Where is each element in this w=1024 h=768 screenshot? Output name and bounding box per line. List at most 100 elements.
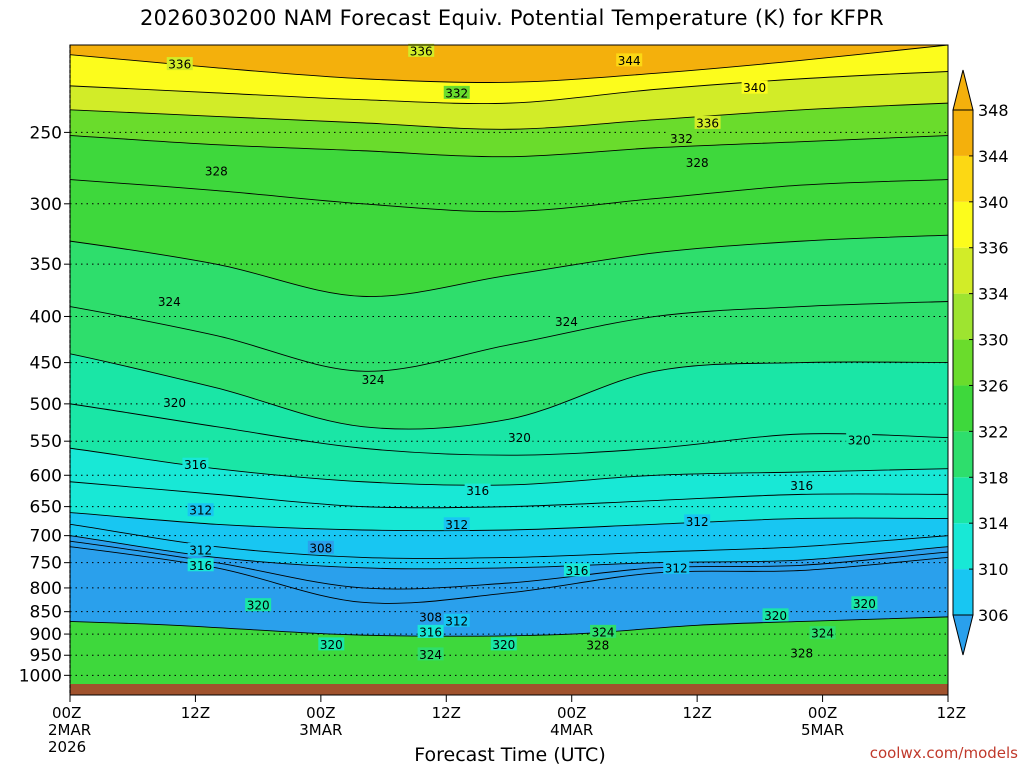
contour-label-bg bbox=[506, 430, 533, 444]
contour-340 bbox=[70, 71, 948, 105]
x-tick-date-6: 5MAR bbox=[801, 721, 844, 739]
colorbar-swatch-4 bbox=[953, 385, 973, 432]
contour-316 bbox=[70, 481, 948, 509]
contour-label-text: 332 bbox=[670, 132, 693, 146]
x-tick-label-0: 00Z bbox=[52, 704, 81, 722]
contour-label-text: 308 bbox=[309, 541, 332, 555]
contour-label-text: 320 bbox=[163, 396, 186, 410]
contour-label-text: 320 bbox=[492, 638, 515, 652]
y-tick-label-900: 900 bbox=[30, 625, 62, 645]
colorbar-label-318: 318 bbox=[978, 468, 1009, 487]
x-tick-label-6: 00Z bbox=[808, 704, 837, 722]
contour-label-16: 316 bbox=[464, 483, 491, 498]
y-tick-label-400: 400 bbox=[30, 307, 62, 327]
colorbar-swatch-9 bbox=[953, 155, 973, 202]
colorbar-label-322: 322 bbox=[978, 422, 1009, 441]
y-tick-label-450: 450 bbox=[30, 354, 62, 374]
contour-label-1: 336 bbox=[408, 43, 435, 58]
contour-label-bg bbox=[809, 626, 836, 640]
contour-label-bg bbox=[307, 540, 334, 554]
contour-label-33: 324 bbox=[590, 624, 617, 639]
colorbar-frame bbox=[952, 109, 974, 616]
colorbar-swatch-2 bbox=[953, 477, 973, 524]
contour-label-11: 324 bbox=[360, 372, 387, 387]
field-low-band bbox=[70, 616, 948, 685]
contour-label-15: 316 bbox=[182, 457, 209, 472]
contour-label-bg bbox=[187, 503, 214, 517]
colorbar: 306 310 314 318 322 326 330 334 336 340 344 348 bbox=[952, 69, 1009, 656]
contour-label-31: 320 bbox=[490, 637, 517, 652]
contour-label-bg bbox=[203, 164, 230, 178]
x-tick-label-4: 00Z bbox=[557, 704, 586, 722]
contour-label-text: 320 bbox=[508, 431, 531, 445]
colorbar-label-310: 310 bbox=[978, 560, 1009, 579]
contour-label-bg bbox=[694, 115, 721, 129]
contour-label-text: 316 bbox=[419, 625, 442, 639]
contour-306 bbox=[70, 546, 948, 604]
credit-link[interactable]: coolwx.com/models bbox=[869, 744, 1018, 762]
contour-label-text: 328 bbox=[790, 647, 813, 661]
contour-label-bg bbox=[417, 610, 444, 624]
contour-label-bg bbox=[161, 395, 188, 409]
x-tick-label-7: 12Z bbox=[937, 704, 966, 722]
ground-strip bbox=[70, 684, 948, 695]
contour-label-35: 320 bbox=[762, 608, 789, 623]
contour-label-12: 320 bbox=[161, 395, 188, 410]
contour-label-4: 340 bbox=[741, 80, 768, 95]
theta-e-field bbox=[70, 45, 948, 685]
colorbar-bottom-arrow bbox=[952, 614, 974, 656]
contour-label-bg bbox=[846, 432, 873, 446]
contour-label-text: 312 bbox=[665, 561, 688, 575]
contour-label-bg bbox=[443, 517, 470, 531]
contour-label-text: 312 bbox=[189, 504, 212, 518]
contour-label-text: 312 bbox=[445, 614, 468, 628]
contour-320 bbox=[70, 403, 948, 456]
contour-322 bbox=[70, 353, 948, 430]
contour-label-bg bbox=[417, 647, 444, 661]
colorbar-swatch-0 bbox=[953, 569, 973, 615]
x-axis-label: Forecast Time (UTC) bbox=[414, 744, 606, 766]
contour-label-text: 320 bbox=[764, 609, 787, 623]
contour-label-28: 312 bbox=[443, 613, 470, 628]
contour-label-bg bbox=[464, 483, 491, 497]
contour-label-bg bbox=[443, 613, 470, 627]
contour-label-text: 336 bbox=[410, 44, 433, 58]
colorbar-top-arrow bbox=[952, 69, 974, 111]
y-tick-label-500: 500 bbox=[30, 395, 62, 415]
contour-label-24: 312 bbox=[663, 560, 690, 575]
contour-label-bg bbox=[762, 608, 789, 622]
contour-label-5: 336 bbox=[694, 115, 721, 130]
colorbar-swatch-8 bbox=[953, 201, 973, 248]
contour-label-bg bbox=[187, 558, 214, 572]
contour-label-3: 332 bbox=[443, 85, 470, 100]
y-tick-label-1000: 1000 bbox=[19, 666, 62, 686]
colorbar-swatch-10 bbox=[953, 110, 973, 156]
contour-label-14: 320 bbox=[846, 432, 873, 447]
contour-label-text: 324 bbox=[555, 315, 578, 329]
contour-label-23: 316 bbox=[187, 558, 214, 573]
contour-344 bbox=[70, 45, 948, 83]
contour-label-27: 308 bbox=[417, 610, 444, 625]
contour-label-37: 324 bbox=[809, 626, 836, 641]
contour-label-text: 340 bbox=[743, 81, 766, 95]
contour-label-text: 328 bbox=[205, 165, 228, 179]
contour-label-bg bbox=[187, 542, 214, 556]
contour-label-bg bbox=[616, 53, 643, 67]
contour-308 bbox=[70, 540, 948, 590]
y-tick-label-950: 950 bbox=[30, 646, 62, 666]
contour-label-bg bbox=[156, 294, 183, 308]
contour-label-bg bbox=[166, 57, 193, 71]
contour-label-26: 320 bbox=[245, 598, 272, 613]
contour-label-text: 324 bbox=[158, 295, 181, 309]
colorbar-label-340: 340 bbox=[978, 193, 1009, 212]
contour-label-38: 328 bbox=[788, 646, 815, 661]
contour-label-bg bbox=[318, 637, 345, 651]
contour-336 bbox=[70, 102, 948, 130]
colorbar-swatch-7 bbox=[953, 247, 973, 294]
y-tick-label-550: 550 bbox=[30, 432, 62, 452]
contour-312 bbox=[70, 523, 948, 559]
contour-label-text: 328 bbox=[586, 638, 609, 652]
contour-label-bg bbox=[668, 131, 695, 145]
